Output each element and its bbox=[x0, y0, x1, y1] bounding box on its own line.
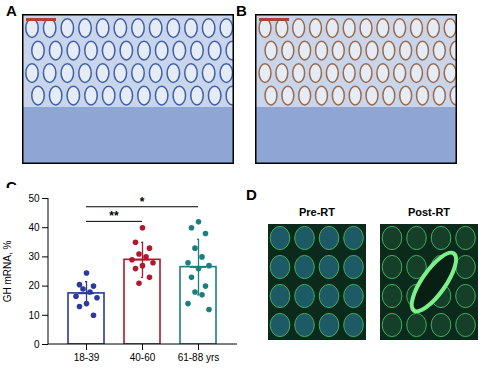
html-text:A: A bbox=[6, 2, 17, 19]
svg-text:40: 40 bbox=[28, 222, 40, 233]
html-text:B: B bbox=[236, 2, 247, 19]
svg-text:0: 0 bbox=[34, 339, 40, 350]
svg-text:18-39: 18-39 bbox=[74, 352, 100, 363]
svg-text:10: 10 bbox=[28, 310, 40, 321]
svg-text:30: 30 bbox=[28, 251, 40, 262]
svg-text:20: 20 bbox=[28, 280, 40, 291]
html-text:C: C bbox=[6, 178, 17, 195]
svg-text:50: 50 bbox=[28, 193, 40, 204]
svg-text:*: * bbox=[140, 195, 145, 209]
html-text:Pre-RT: Pre-RT bbox=[299, 206, 335, 218]
svg-text:40-60: 40-60 bbox=[130, 352, 156, 363]
svg-text:GH mRNA, %: GH mRNA, % bbox=[2, 241, 13, 303]
svg-text:**: ** bbox=[109, 209, 119, 223]
svg-text:61-88 yrs: 61-88 yrs bbox=[178, 352, 220, 363]
html-text:D: D bbox=[246, 186, 257, 203]
html-text:Post-RT: Post-RT bbox=[407, 206, 451, 218]
